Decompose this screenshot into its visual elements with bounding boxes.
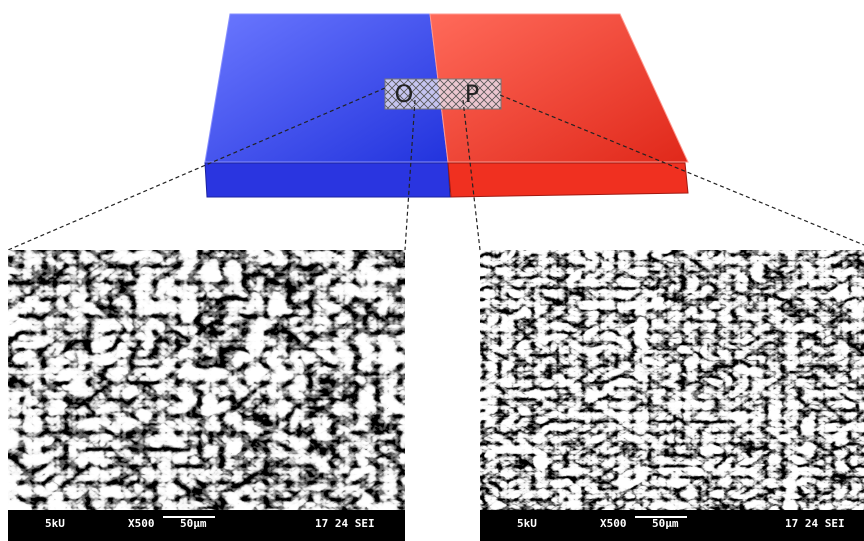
scale: 50μm: [180, 517, 207, 530]
scale: 50μm: [652, 517, 679, 530]
figure: O P 5kU X500 50μm 17 24 SEI 5kU X500 50μ…: [0, 0, 864, 541]
sem-panel-right: 5kU X500 50μm 17 24 SEI: [480, 250, 864, 541]
info: 17 24 SEI: [315, 517, 375, 530]
info: 17 24 SEI: [785, 517, 845, 530]
membrane-model: O P: [205, 14, 688, 197]
label-o: O: [395, 80, 414, 108]
magnification: X500: [600, 517, 627, 530]
voltage: 5kU: [45, 517, 65, 530]
sem-panel-left: 5kU X500 50μm 17 24 SEI: [8, 250, 405, 541]
voltage: 5kU: [517, 517, 537, 530]
label-p: P: [465, 80, 479, 108]
magnification: X500: [128, 517, 155, 530]
